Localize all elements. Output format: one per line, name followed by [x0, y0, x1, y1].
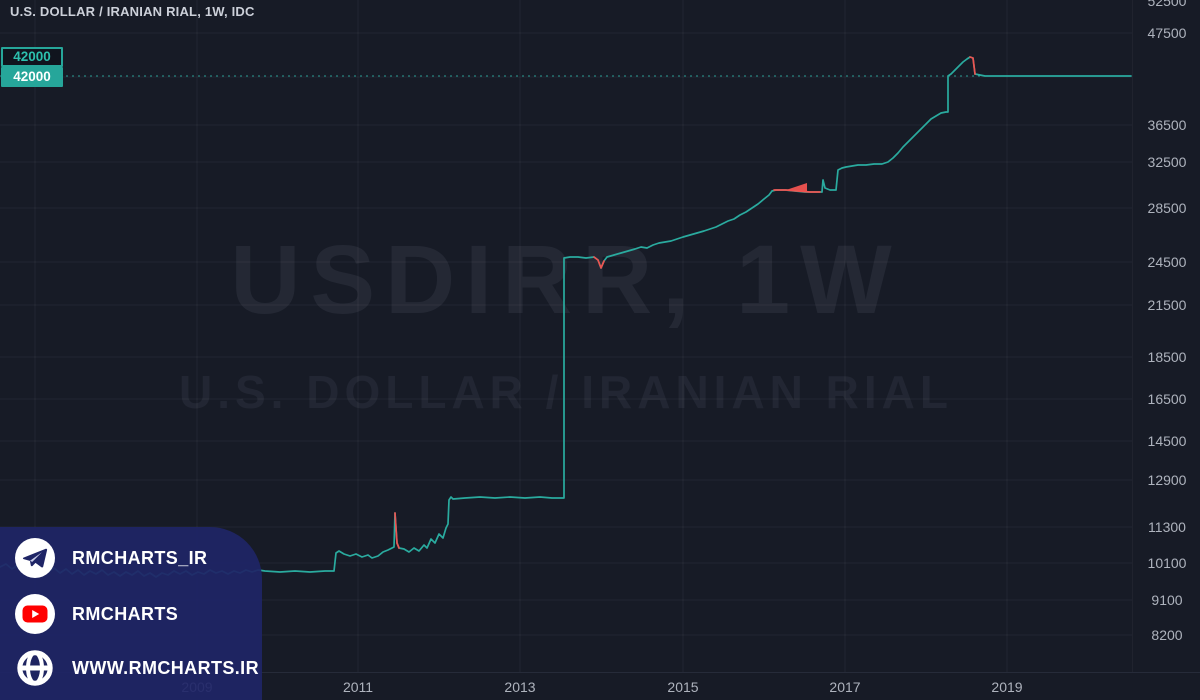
telegram-handle: RMCHARTS_IR — [72, 547, 208, 568]
price-series-down-segment — [969, 56, 976, 75]
time-axis-tick: 2015 — [667, 679, 699, 695]
price-axis-tick: 28500 — [1147, 200, 1187, 216]
price-axis-tick: 32500 — [1147, 154, 1187, 170]
time-axis-tick: 2017 — [829, 679, 861, 695]
price-axis-tick: 8200 — [1151, 627, 1183, 643]
price-axis-tick: 10100 — [1147, 555, 1187, 571]
last-price-label: 42000 — [1, 67, 63, 87]
price-axis-tick: 47500 — [1147, 25, 1187, 41]
youtube-link[interactable]: RMCHARTS — [14, 592, 178, 636]
time-axis-tick: 2019 — [991, 679, 1023, 695]
price-axis-tick: 11300 — [1148, 519, 1186, 535]
telegram-icon — [14, 537, 56, 579]
branding-panel: RMCHARTS_IR RMCHARTS WWW. — [0, 527, 262, 700]
youtube-icon — [14, 593, 56, 635]
time-axis-tick: 2011 — [342, 679, 374, 695]
price-axis-tick: 9100 — [1151, 592, 1183, 608]
symbol-legend[interactable]: U.S. DOLLAR / IRANIAN RIAL, 1W, IDC — [10, 4, 255, 19]
website-url: WWW.RMCHARTS.IR — [72, 657, 259, 678]
time-axis-tick: 2013 — [504, 679, 536, 695]
price-axis-tick: 24500 — [1147, 254, 1187, 270]
down-wedge-mark — [786, 183, 807, 192]
price-axis-tick: 36500 — [1147, 117, 1187, 133]
price-axis-tick: 12900 — [1147, 472, 1187, 488]
price-axis-tick: 18500 — [1147, 349, 1187, 365]
price-axis-tick: 14500 — [1147, 433, 1187, 449]
youtube-handle: RMCHARTS — [72, 603, 179, 624]
price-series-down-segment — [394, 512, 400, 549]
globe-icon — [14, 647, 56, 689]
price-series-down-segment — [593, 256, 605, 269]
website-link[interactable]: WWW.RMCHARTS.IR — [14, 646, 259, 690]
alert-price-label: 42000 — [1, 47, 63, 67]
price-series-line — [0, 56, 1132, 578]
telegram-link[interactable]: RMCHARTS_IR — [14, 536, 207, 580]
price-axis-tick: 52500 — [1147, 0, 1187, 9]
price-axis-tick: 21500 — [1147, 297, 1187, 313]
price-axis[interactable]: 52500 47500 36500 32500 28500 24500 21500 18500… — [1132, 0, 1200, 672]
price-axis-tick: 16500 — [1147, 391, 1187, 407]
